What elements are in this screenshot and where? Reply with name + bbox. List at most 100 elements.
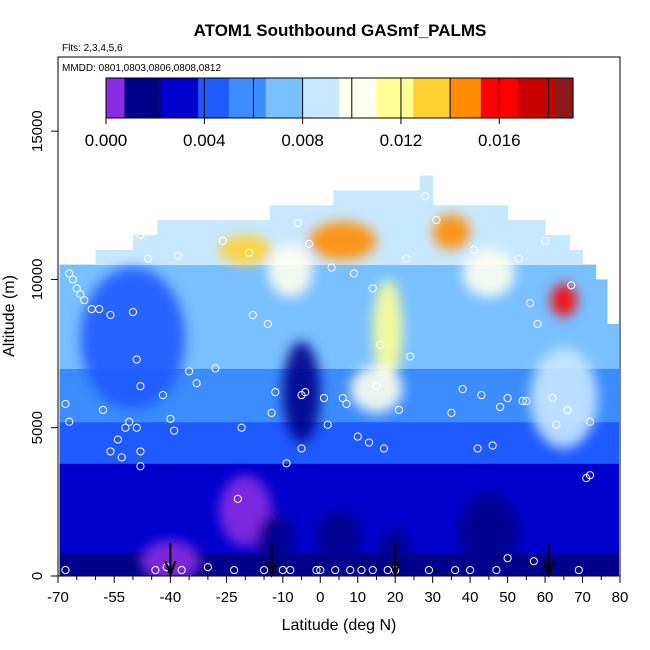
heatmap-cell [520,501,533,553]
colorbar-swatch [474,78,482,118]
heatmap-cell [483,205,495,266]
sample-point [301,388,310,397]
heatmap-cell [108,463,121,503]
heatmap-cell [545,463,559,503]
colorbar-swatch [437,78,445,118]
heatmap-feature [550,283,577,317]
heatmap-cell [520,421,533,464]
sample-point [567,281,576,290]
colorbar-swatch [407,78,414,118]
heatmap-cell [382,190,396,266]
colorbar-swatch [167,78,175,118]
heatmap-cell [196,220,211,266]
heatmap-cell [247,368,259,423]
heatmap-cell [258,264,271,310]
heatmap-cell [209,264,222,310]
colorbar-swatch [271,78,279,118]
heatmap-cell [457,463,471,503]
heatmap-cell [457,421,471,464]
sample-point [548,393,557,403]
heatmap-cell [282,463,297,503]
heatmap-cell [445,264,458,310]
colorbar-swatch [468,78,476,118]
colorbar-tick-label: 0.004 [183,131,226,150]
x-tick-label: 80 [612,589,629,606]
sample-point [458,385,467,394]
heatmap-cell [344,264,359,310]
heatmap-cell [82,501,96,553]
heatmap-cell [234,421,248,464]
sample-point [327,263,336,272]
heatmap-cell [507,463,522,503]
colorbar-swatch [314,78,322,118]
heatmap-cell [558,463,570,503]
heatmap-cell [170,220,185,266]
heatmap-cell [582,264,597,310]
colorbar-swatch [351,78,359,118]
sample-point [286,565,295,575]
heatmap-cell [258,463,271,503]
heatmap-cell [295,463,308,503]
heatmap-cell [494,205,509,266]
heatmap-cell [545,234,559,266]
heatmap-cell [531,501,546,553]
colorbar-swatch [400,78,408,118]
sample-point [432,216,441,225]
heatmap-cell [209,463,222,503]
heatmap-cell [445,421,458,464]
heatmap-cell [108,501,121,553]
heatmap-cell [569,552,584,576]
colorbar-swatch [296,78,304,118]
sample-point [492,565,501,575]
sample-point [349,269,359,278]
sample-point [98,405,108,415]
sample-point [503,554,512,563]
heatmap-cell [507,421,522,464]
heatmap-cell [196,368,211,423]
dates-note: MMDD: 0801,0803,0806,0808,0812 [62,63,221,74]
heatmap-cell [196,463,211,503]
heatmap-cell [247,421,259,464]
sample-point [170,426,179,435]
sample-point [218,236,227,245]
heatmap-cell [520,309,533,369]
colorbar-swatch [321,78,328,118]
heatmap-cell [606,323,620,369]
colorbar-swatch [327,78,334,118]
sample-point [540,236,550,245]
heatmap-cell [419,264,434,310]
heatmap-cell [170,463,185,503]
sample-point [72,284,81,293]
heatmap-feature [309,221,377,261]
heatmap-cell [59,264,72,310]
sample-point [451,565,460,575]
heatmap-cell [307,552,321,576]
colorbar-swatch [259,78,267,118]
heatmap-cell [295,421,308,464]
colorbar-swatch [566,78,574,118]
heatmap-cell [196,501,211,553]
heatmap-cell [595,309,608,369]
sample-point [95,304,104,314]
heatmap-cell [95,501,110,553]
heatmap-cell [445,463,458,503]
sample-point [522,396,531,406]
heatmap-feature [530,347,598,449]
heatmap-cell [408,190,421,266]
colorbar-swatch [394,78,402,118]
sample-point [203,563,212,572]
sample-point [267,408,276,417]
heatmap-cell [419,421,434,464]
sample-point [132,355,141,364]
colorbar-tick-label: 0.016 [478,131,521,150]
heatmap-cell [183,501,198,553]
colorbar-swatch [247,78,255,118]
heatmap-cell [569,463,584,503]
heatmap-cell [520,368,533,423]
colorbar-swatch [382,78,390,118]
heatmap-cell [333,552,346,576]
sample-point [117,453,126,462]
colorbar-swatch [499,78,507,118]
heatmap-cell [432,552,447,576]
colorbar-swatch [179,78,187,118]
